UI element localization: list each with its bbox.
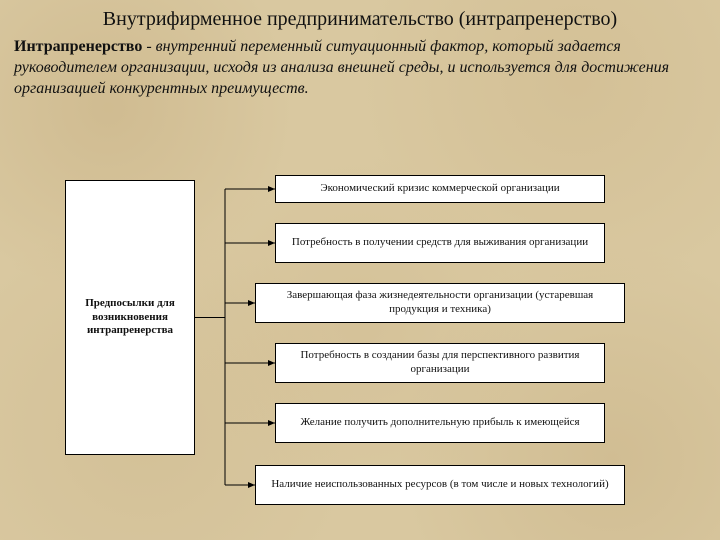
right-box-4: Желание получить дополнительную прибыль …	[275, 403, 605, 443]
definition-paragraph: Интрапренерство - внутренний переменный …	[0, 31, 720, 99]
right-box-5: Наличие неиспользованных ресурсов (в том…	[255, 465, 625, 505]
definition-term: Интрапренерство	[14, 38, 142, 55]
page-title: Внутрифирменное предпринимательство (инт…	[0, 0, 720, 31]
right-box-1: Потребность в получении средств для выжи…	[275, 223, 605, 263]
right-box-0: Экономический кризис коммерческой органи…	[275, 175, 605, 203]
left-premise-box: Предпосылки для возникновения интрапрене…	[65, 180, 195, 455]
diagram-container: Предпосылки для возникновения интрапрене…	[55, 175, 665, 525]
right-box-3: Потребность в создании базы для перспект…	[275, 343, 605, 383]
right-box-2: Завершающая фаза жизнедеятельности орган…	[255, 283, 625, 323]
